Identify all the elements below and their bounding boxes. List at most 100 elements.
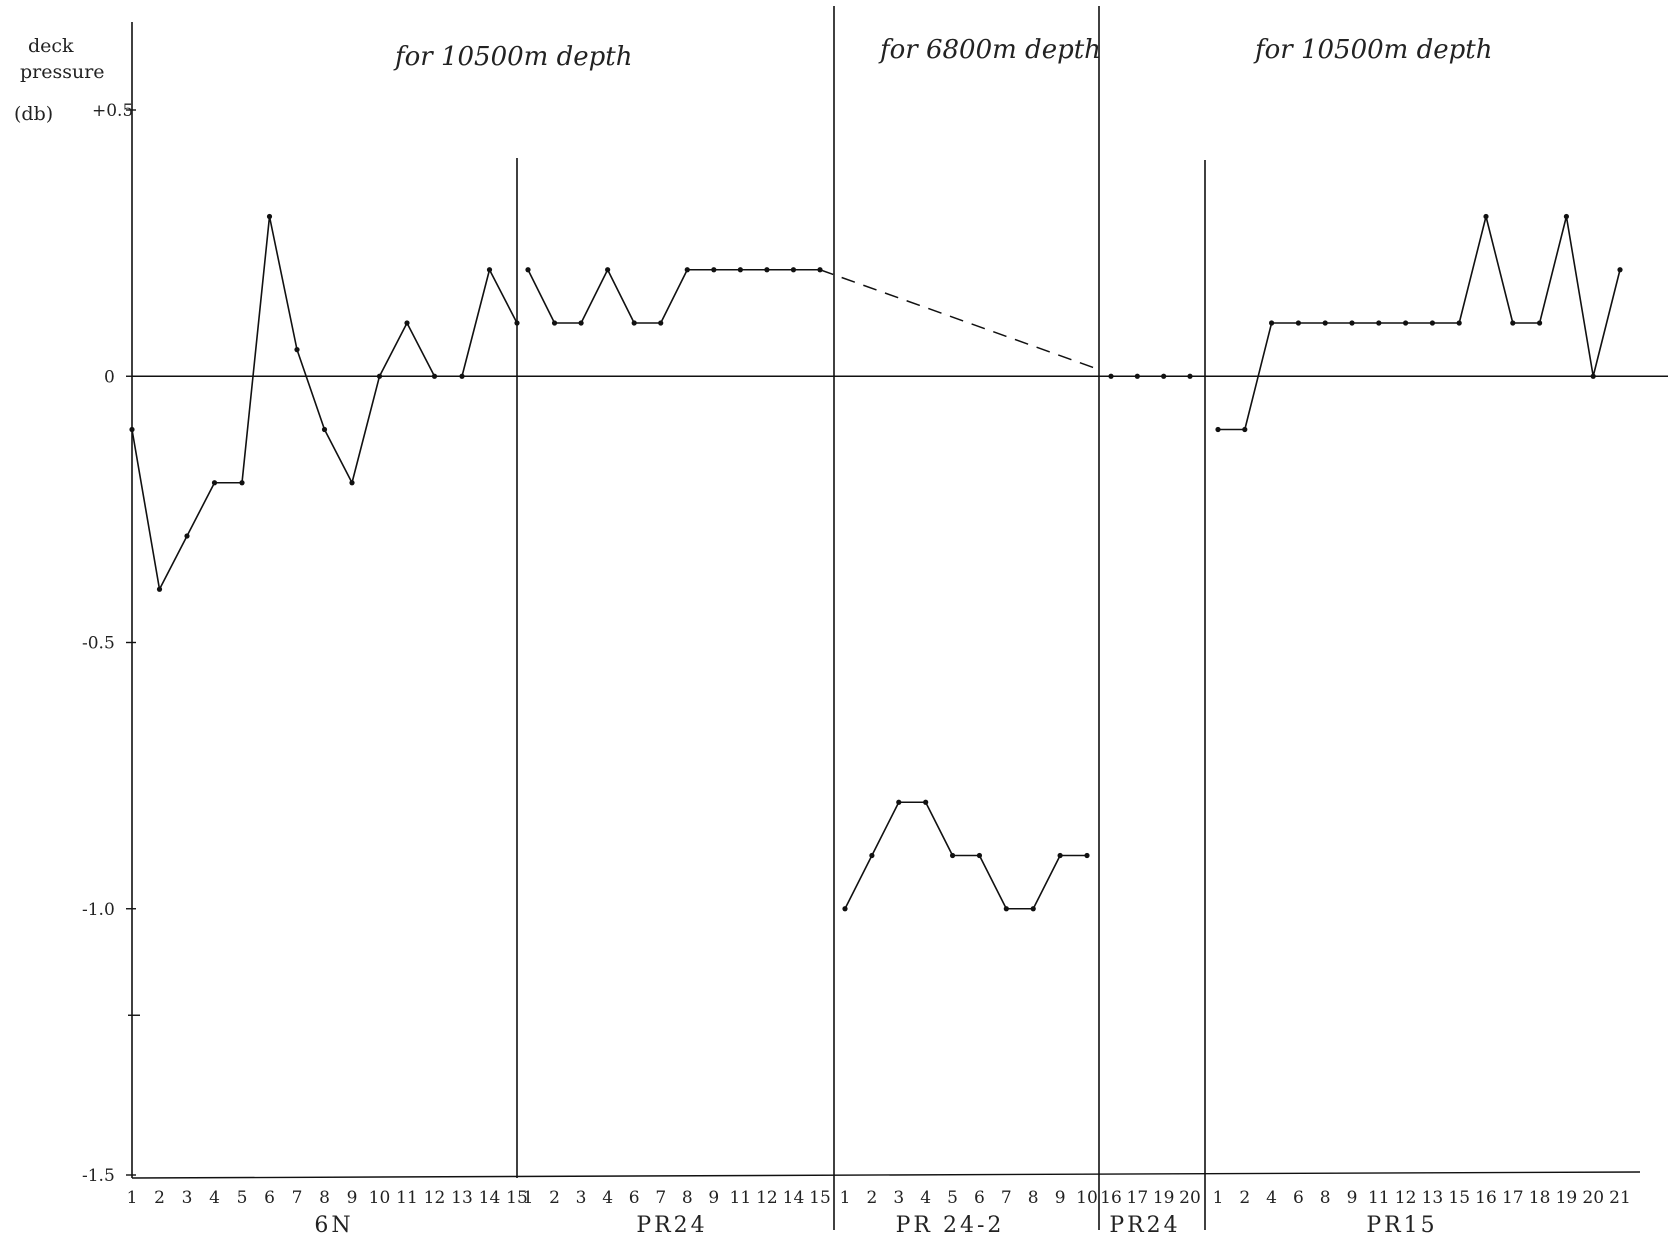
depth-annotation-1: for 10500m depth (393, 42, 632, 72)
series-line (131, 215, 518, 591)
data-point (1617, 267, 1623, 273)
x-tick-label: 8 (682, 1188, 693, 1208)
series-line (1218, 215, 1621, 431)
data-point (1563, 213, 1569, 220)
x-tick-label: 1 (840, 1188, 851, 1208)
data-point (184, 533, 190, 539)
data-point (976, 852, 983, 859)
depth-annotation-2: for 6800m depth (878, 35, 1101, 65)
x-tick-label: 9 (1347, 1188, 1358, 1208)
x-tick-label: 4 (209, 1188, 220, 1208)
x-tick-label: 20 (1582, 1188, 1604, 1208)
y-tick-label: -0.5 (82, 634, 115, 654)
y-tick-label: +0.5 (92, 101, 133, 121)
y-tick-label: 0 (104, 367, 115, 387)
data-point (1295, 320, 1301, 326)
x-tick-label: 18 (1529, 1188, 1551, 1208)
data-point (658, 320, 664, 326)
x-tick-label: 14 (479, 1188, 501, 1208)
x-tick-label: 14 (783, 1188, 805, 1208)
x-tick-label: 4 (920, 1188, 931, 1208)
data-point (1590, 373, 1596, 379)
y-axis-label-line-1: deck (28, 35, 74, 57)
x-tick-label: 12 (756, 1188, 778, 1208)
data-point (1269, 320, 1275, 326)
data-point (1242, 426, 1248, 433)
data-point (1483, 213, 1489, 220)
x-tick-label: 21 (1609, 1188, 1631, 1208)
data-point (1084, 852, 1090, 859)
x-tick-label: 9 (1055, 1188, 1066, 1208)
x-tick-label: 6 (629, 1188, 640, 1208)
x-tick-label: 3 (576, 1188, 587, 1208)
x-tick-label: 10 (369, 1188, 391, 1208)
data-point (551, 320, 558, 326)
group-label: PR24 (636, 1213, 707, 1238)
data-point (1510, 320, 1516, 326)
data-point (1187, 373, 1193, 379)
data-point (459, 373, 465, 379)
depth-annotation-3: for 10500m depth (1253, 35, 1492, 65)
x-tick-label: 17 (1127, 1188, 1149, 1208)
data-point (578, 320, 584, 326)
x-tick-label: 4 (602, 1188, 613, 1208)
data-point (1403, 320, 1409, 326)
data-point (896, 799, 902, 805)
x-tick-label: 8 (1028, 1188, 1039, 1208)
x-tick-label: 5 (947, 1188, 958, 1208)
group-label: PR15 (1366, 1213, 1437, 1238)
data-point (404, 320, 410, 326)
plot-area: +0.50-0.5-1.0-1.51 2 3 4 5 6 7 8 9 10 11 12 13 14 151 2… (82, 6, 1668, 1238)
data-point (1030, 906, 1036, 912)
series-line (527, 268, 820, 324)
y-axis-label-line-2: pressure (20, 61, 105, 83)
x-tick-label: 15 (809, 1188, 831, 1208)
x-tick-label: 11 (1368, 1188, 1390, 1208)
x-tick-label: 7 (292, 1188, 303, 1208)
data-point (349, 480, 355, 486)
data-point (1003, 906, 1009, 912)
data-point (869, 852, 875, 859)
y-axis-label-line-3: (db) (14, 103, 53, 125)
x-tick-label: 12 (1395, 1188, 1417, 1208)
x-tick-label: 2 (1239, 1188, 1250, 1208)
y-tick-label: -1.5 (82, 1166, 115, 1186)
data-point (1322, 320, 1328, 326)
data-point (525, 267, 531, 273)
x-tick-label: 2 (866, 1188, 877, 1208)
data-point (129, 426, 135, 433)
x-tick-label: 13 (1422, 1188, 1444, 1208)
data-point (631, 320, 637, 326)
data-point (1376, 320, 1382, 326)
x-tick-label: 2 (549, 1188, 560, 1208)
data-point (737, 267, 743, 273)
x-tick-label: 8 (319, 1188, 330, 1208)
x-tick-label: 5 (237, 1188, 248, 1208)
data-point (1215, 426, 1221, 433)
group-label: 6N (314, 1213, 353, 1238)
group-label: PR24 (1109, 1213, 1180, 1238)
x-tick-label: 11 (396, 1188, 418, 1208)
data-point (321, 426, 328, 433)
data-point (431, 373, 438, 379)
x-tick-label: 2 (154, 1188, 165, 1208)
data-point (1108, 373, 1114, 379)
x-tick-label: 8 (1320, 1188, 1331, 1208)
data-point (1161, 373, 1167, 379)
x-tick-label: 3 (893, 1188, 904, 1208)
x-tick-label: 6 (1293, 1188, 1304, 1208)
data-point (1349, 320, 1355, 326)
x-tick-label: 4 (1266, 1188, 1277, 1208)
data-point (211, 480, 218, 486)
x-tick-label: 20 (1179, 1188, 1201, 1208)
y-tick-label: -1.0 (82, 900, 115, 920)
data-point (790, 267, 797, 273)
x-tick-label: 6 (974, 1188, 985, 1208)
data-point (294, 347, 300, 353)
x-tick-label: 1 (127, 1188, 138, 1208)
x-tick-label: 17 (1502, 1188, 1524, 1208)
data-point (1057, 852, 1063, 859)
data-point (1429, 320, 1435, 326)
data-point (684, 267, 690, 273)
